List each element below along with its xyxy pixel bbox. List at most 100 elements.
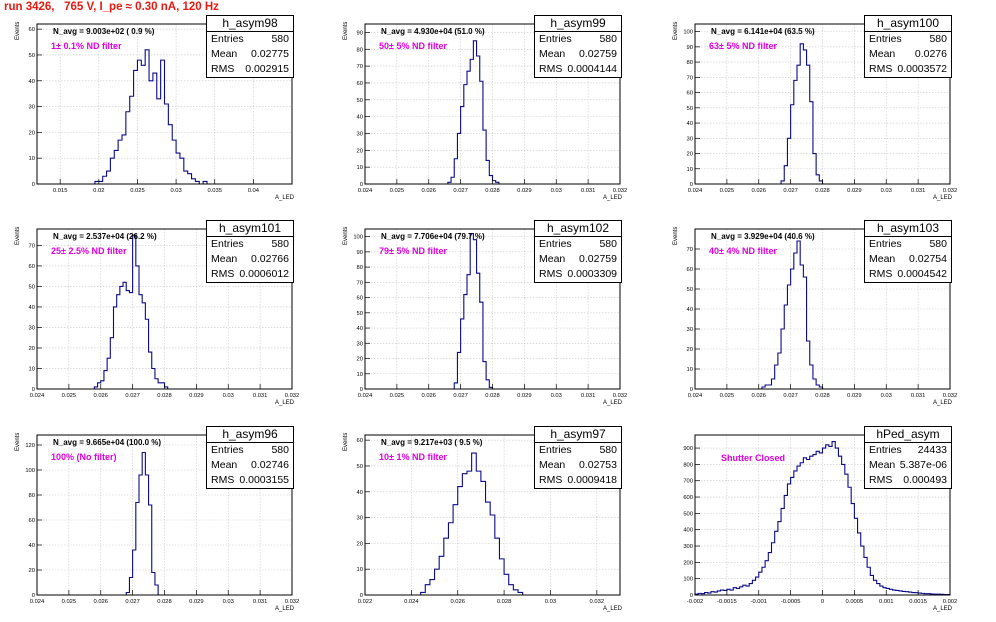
y-axis-label: Events [15,226,21,245]
n-avg-label: N_avg = 4.930e+04 (51.0 %) [381,27,485,36]
x-tick-label: 0.028 [497,599,512,605]
y-tick-label: 100 [25,468,35,474]
y-tick-label: 20 [687,152,693,158]
histogram-bin [139,295,142,389]
histogram-bin [803,458,806,595]
stats-value-rms: 0.0004542 [897,268,947,280]
y-tick-label: 50 [357,464,363,470]
x-tick-label: 0.032 [943,188,958,194]
x-tick-label: 0.024 [358,188,373,194]
histogram-bin [797,65,800,184]
histogram-bin [886,588,889,595]
stats-row-rms: RMS 0.0006012 [207,267,293,282]
x-tick-label: 0.02 [93,188,104,194]
histogram-bin [165,104,169,184]
histogram-series [125,451,159,595]
x-tick-label: 0.027 [125,393,140,399]
y-tick-label: 0 [360,182,363,188]
y-tick-label: 200 [683,560,693,566]
histogram-bin [457,352,460,389]
x-tick-label: 0.024 [688,393,703,399]
stats-value-rms: 0.002915 [245,63,289,75]
histogram-bins [448,41,499,184]
x-tick-label: 0.026 [751,188,766,194]
stats-key: Mean [869,459,896,471]
x-tick-label: 0.025 [130,188,145,194]
y-tick-label: 0 [360,593,363,599]
histogram-bin [797,466,800,595]
y-tick-label: 0 [360,387,363,393]
y-tick-label: 400 [683,528,693,534]
y-tick-label: 100 [683,30,693,36]
x-tick-label: 0.029 [517,188,532,194]
y-tick-label: 30 [687,327,693,333]
filter-label: 10± 1% ND filter [379,452,447,462]
y-tick-label: 90 [357,30,363,36]
x-tick-label: 0.032 [943,393,958,399]
stats-value-mean: 0.02766 [251,253,289,265]
x-axis-label: A_LED [274,195,294,201]
stats-row-mean: Mean 0.02746 [207,458,293,473]
y-tick-label: 30 [687,136,693,142]
x-tick-label: 0.03 [223,393,234,399]
stats-row-mean: Mean 0.0276 [865,47,951,62]
histogram-plot: 0.024 0.025 0.026 0.027 0.028 0.029 0.03 0.031 0… [357,23,627,194]
stats-row-mean: Mean 0.02753 [535,458,621,473]
x-tick-label: 0.0005 [846,599,864,605]
histogram-title: h_asym98 [207,16,293,32]
histogram-series [420,452,524,595]
histogram-bin [425,585,430,595]
histogram-bin [883,588,886,595]
histogram-bin [823,448,826,595]
histogram-bins [421,453,523,595]
histogram-bin [810,456,813,595]
histogram-bin [114,307,117,389]
histogram-bin [110,158,114,184]
x-tick-label: -0.002 [687,599,703,605]
histogram-bin [155,585,158,595]
histogram-bin [486,160,489,184]
x-tick-label: 0.028 [157,393,172,399]
x-tick-label: 0.022 [358,599,373,605]
histogram-bin [155,379,158,389]
histogram-bin [838,456,841,595]
x-tick-label: 0.027 [453,188,468,194]
histogram-panel-hPed_asym: -0.002 -0.0015 -0.001 -0.0005 0 0.0005 0.001 0.… [683,426,957,612]
x-tick-label: 0.024 [688,188,703,194]
histogram-bin [736,588,739,595]
histogram-bin [759,572,762,595]
stats-box: hPed_asym Entries 24433 Mean 5.387e-06 RMS 0.0… [864,426,952,489]
y-tick-label: 10 [687,167,693,173]
histogram-bin [896,590,899,595]
histogram-bin [464,295,467,389]
n-avg-label: N_avg = 9.003e+02 ( 0.9 %) [53,27,155,36]
histogram-series [780,43,824,184]
y-axis-label: Events [15,432,21,451]
histogram-bin [110,338,113,389]
axis-ticks [36,444,293,596]
y-tick-label: 20 [29,568,35,574]
stats-value-mean: 0.0276 [914,48,947,60]
stats-row-rms: RMS 0.002915 [207,62,293,77]
histogram-bin [461,107,464,184]
histogram-series [761,240,824,389]
stats-value-entries: 24433 [917,444,947,456]
y-tick-label: 80 [687,60,693,66]
y-tick-label: 70 [29,243,35,249]
histogram-bin [513,590,518,595]
stats-row-mean: Mean 5.387e-06 [865,458,951,473]
y-tick-label: 50 [687,106,693,112]
histogram-bin [136,266,139,389]
histogram-bin [153,73,157,184]
x-tick-label: 0.029 [189,393,204,399]
histogram-bin [893,590,896,595]
stats-box: h_asym98 Entries 580 Mean 0.02775 RMS 0.002915 [206,15,294,78]
x-tick-label: 0.03 [881,188,892,194]
x-tick-label: -0.001 [751,599,767,605]
histogram-bin [103,176,107,184]
stats-row-rms: RMS 0.0004144 [535,62,621,77]
x-tick-label: 0.024 [404,599,419,605]
stats-value-entries: 580 [599,33,617,45]
histogram-bin [454,383,457,389]
histogram-bin [134,70,138,184]
